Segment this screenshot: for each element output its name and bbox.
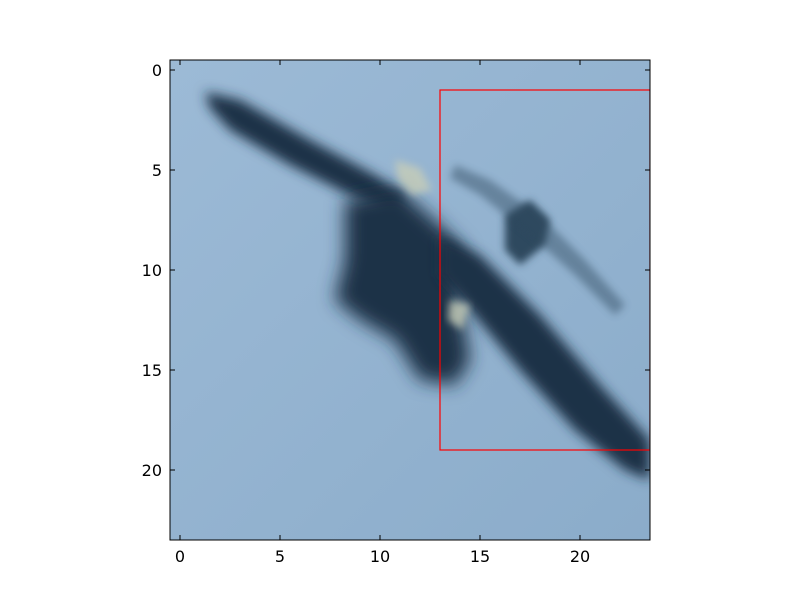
aircraft-streak <box>450 165 625 315</box>
y-tick-label: 10 <box>142 261 162 280</box>
y-tick-label: 0 <box>152 61 162 80</box>
plot-area <box>170 60 650 540</box>
x-tick-label: 15 <box>470 547 490 566</box>
y-axis: 0 5 10 15 20 <box>142 61 650 480</box>
y-tick-label: 15 <box>142 361 162 380</box>
axes-frame <box>169 59 651 541</box>
aircraft-right-wing <box>440 235 650 480</box>
aircraft-body <box>335 190 470 385</box>
aircraft-left-wing <box>205 92 405 215</box>
bounding-box <box>439 89 650 451</box>
x-axis: 0 5 10 15 20 <box>175 60 590 566</box>
aircraft-highlight-lower <box>448 300 470 330</box>
y-tick-label: 5 <box>152 161 162 180</box>
aircraft-highlight <box>395 160 432 195</box>
x-tick-label: 5 <box>275 547 285 566</box>
aircraft-image <box>205 92 650 480</box>
x-tick-label: 0 <box>175 547 185 566</box>
y-tick-label: 20 <box>142 461 162 480</box>
x-tick-label: 20 <box>570 547 590 566</box>
x-tick-label: 10 <box>370 547 390 566</box>
